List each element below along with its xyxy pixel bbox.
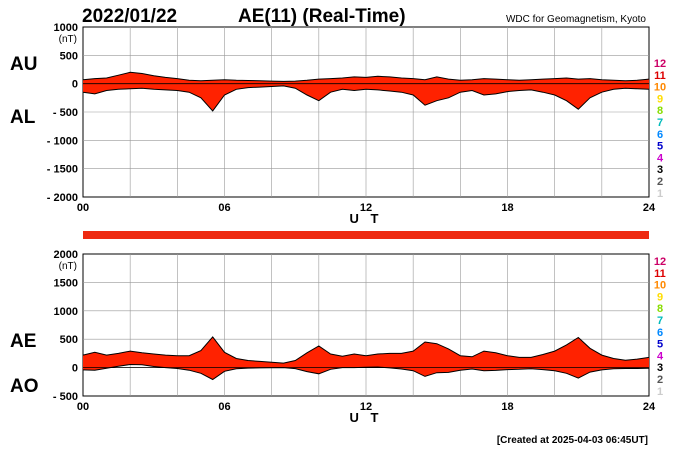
station-legend-label: 10 xyxy=(654,82,666,94)
y-tick-label: 500 xyxy=(60,334,78,346)
side-label-ae: AE xyxy=(10,331,36,352)
chart-title: AE(11) (Real-Time) xyxy=(238,6,406,27)
station-legend-label: 9 xyxy=(657,93,663,105)
x-axis-label: U T xyxy=(350,410,383,425)
station-legend-label: 10 xyxy=(654,280,666,292)
station-legend-label: 1 xyxy=(657,188,663,200)
data-coverage-bar xyxy=(83,231,649,239)
station-legend-label: 9 xyxy=(657,291,663,303)
side-label-au: AU xyxy=(10,54,37,75)
station-legend-label: 11 xyxy=(654,70,666,82)
y-tick-label: 1500 xyxy=(54,277,78,289)
series-line-au xyxy=(82,71,650,82)
y-unit-label: (nT) xyxy=(59,261,77,272)
x-tick-label: 06 xyxy=(218,401,230,413)
y-tick-label: 500 xyxy=(60,50,78,62)
station-legend-label: 8 xyxy=(657,303,663,315)
station-legend-label: 7 xyxy=(657,315,663,327)
x-tick-label: 24 xyxy=(643,202,656,214)
station-legend-label: 4 xyxy=(657,350,664,362)
station-legend-label: 5 xyxy=(657,141,663,153)
x-tick-label: 24 xyxy=(643,401,656,413)
y-tick-label: 1000 xyxy=(54,306,78,318)
station-legend-label: 12 xyxy=(654,256,666,268)
index-fill-area xyxy=(83,336,649,380)
y-unit-label: (nT) xyxy=(59,34,77,45)
station-legend-label: 3 xyxy=(657,362,663,374)
station-legend-label: 6 xyxy=(657,327,663,339)
station-legend-label: 1 xyxy=(657,386,663,398)
station-legend-label: 5 xyxy=(657,339,663,351)
side-label-ao: AO xyxy=(10,376,39,397)
x-tick-label: 12 xyxy=(360,202,372,214)
x-tick-label: 06 xyxy=(218,202,230,214)
y-tick-label: 1000 xyxy=(54,22,78,34)
y-tick-label: 0 xyxy=(72,79,78,91)
y-tick-label: - 1000 xyxy=(47,135,78,147)
side-label-al: AL xyxy=(10,107,36,128)
station-legend-label: 11 xyxy=(654,268,666,280)
station-legend-label: 3 xyxy=(657,164,663,176)
station-legend-label: 12 xyxy=(654,58,666,70)
series-line-ae xyxy=(82,336,650,364)
x-tick-label: 18 xyxy=(501,202,513,214)
au-al-panel: 1000 500 0 - 500 - 1000 - 1500 - 2000 (nT) 00 06 1… xyxy=(10,22,666,226)
station-legend-label: 2 xyxy=(657,374,663,386)
source-label: WDC for Geomagnetism, Kyoto xyxy=(506,14,646,25)
y-tick-label: 2000 xyxy=(54,249,78,261)
y-tick-label: - 500 xyxy=(53,391,78,403)
x-axis-label: U T xyxy=(350,211,383,226)
y-tick-label: - 1500 xyxy=(47,164,78,176)
y-tick-label: - 500 xyxy=(53,107,78,119)
x-tick-label: 12 xyxy=(360,401,372,413)
y-tick-label: 0 xyxy=(72,363,78,375)
index-fill-area xyxy=(83,72,649,111)
x-tick-label: 00 xyxy=(77,202,89,214)
station-legend-label: 4 xyxy=(657,152,664,164)
station-legend-label: 7 xyxy=(657,117,663,129)
series-line-al xyxy=(82,85,650,112)
x-tick-label: 18 xyxy=(501,401,513,413)
station-legend-label: 2 xyxy=(657,176,663,188)
x-tick-label: 00 xyxy=(77,401,89,413)
date-label: 2022/01/22 xyxy=(82,6,177,27)
station-legend-label: 6 xyxy=(657,129,663,141)
y-tick-label: - 2000 xyxy=(47,192,78,204)
created-timestamp: [Created at 2025-04-03 06:45UT] xyxy=(497,435,648,446)
station-legend-label: 8 xyxy=(657,105,663,117)
